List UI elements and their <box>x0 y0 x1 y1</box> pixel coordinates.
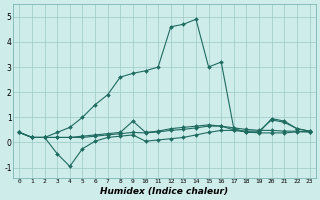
X-axis label: Humidex (Indice chaleur): Humidex (Indice chaleur) <box>100 187 228 196</box>
